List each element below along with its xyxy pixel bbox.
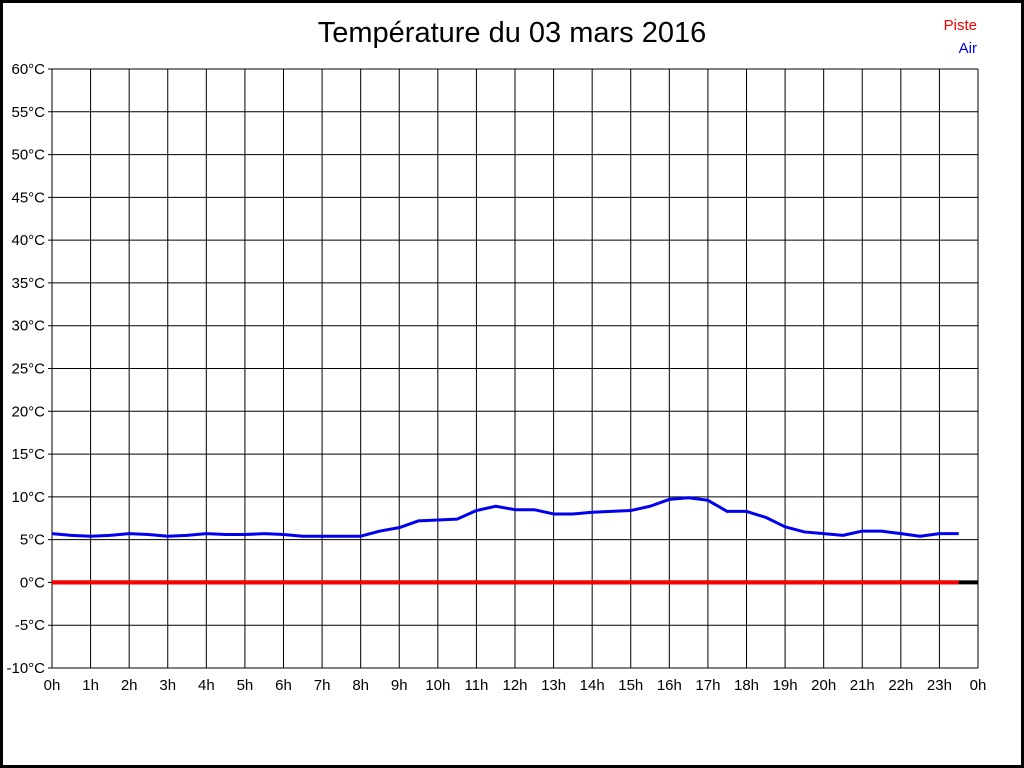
x-tick-label: 12h [502,677,527,694]
y-tick-label: 35°C [11,275,45,292]
legend: Piste Air [944,14,977,60]
x-tick-label: 1h [82,677,99,694]
x-tick-label: 9h [391,677,408,694]
y-tick-label: 40°C [11,232,45,249]
y-tick-label: 55°C [11,104,45,121]
y-tick-label: 5°C [20,532,45,549]
y-tick-label: 45°C [11,189,45,206]
y-tick-label: 50°C [11,147,45,164]
x-tick-label: 6h [275,677,292,694]
legend-item-air: Air [958,40,977,57]
y-tick-label: 15°C [11,446,45,463]
x-tick-label: 21h [850,677,875,694]
x-tick-label: 7h [314,677,331,694]
x-tick-label: 0h [970,677,987,694]
x-tick-label: 4h [198,677,215,694]
x-tick-label: 5h [237,677,254,694]
x-tick-label: 3h [159,677,176,694]
y-tick-label: 60°C [11,61,45,78]
x-tick-label: 13h [541,677,566,694]
y-tick-label: 30°C [11,318,45,335]
y-tick-label: -5°C [15,617,45,634]
x-tick-label: 18h [734,677,759,694]
y-tick-label: 25°C [11,361,45,378]
y-tick-label: 0°C [20,574,45,591]
x-tick-label: 14h [580,677,605,694]
x-tick-label: 11h [464,677,488,694]
x-tick-label: 2h [121,677,138,694]
x-tick-label: 23h [927,677,952,694]
x-tick-label: 22h [888,677,913,694]
x-tick-label: 20h [811,677,836,694]
y-tick-label: 20°C [11,403,45,420]
legend-item-piste: Piste [943,17,977,34]
y-tick-label: 10°C [11,489,45,506]
x-tick-label: 16h [657,677,682,694]
x-tick-label: 15h [618,677,643,694]
x-tick-label: 10h [425,677,450,694]
x-tick-label: 19h [773,677,798,694]
y-tick-label: -10°C [6,660,45,677]
chart-plot: 60°C 55°C 50°C 45°C 40°C 35°C 30°C 25°C 20°C 15°C… [6,61,987,694]
series-line-air [51,496,959,538]
x-tick-label: 8h [352,677,369,694]
x-tick-label: 17h [695,677,720,694]
x-tick-label: 0h [44,677,61,694]
chart-title: Température du 03 mars 2016 [317,17,707,49]
